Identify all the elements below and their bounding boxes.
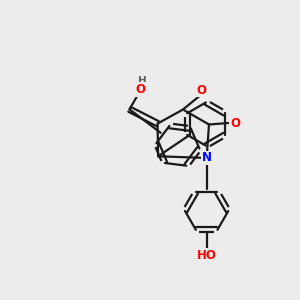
Text: O: O xyxy=(196,83,206,97)
Text: H: H xyxy=(138,76,147,86)
Text: O: O xyxy=(230,116,240,130)
Text: N: N xyxy=(202,152,212,164)
Text: O: O xyxy=(136,83,146,96)
Text: HO: HO xyxy=(197,249,217,262)
